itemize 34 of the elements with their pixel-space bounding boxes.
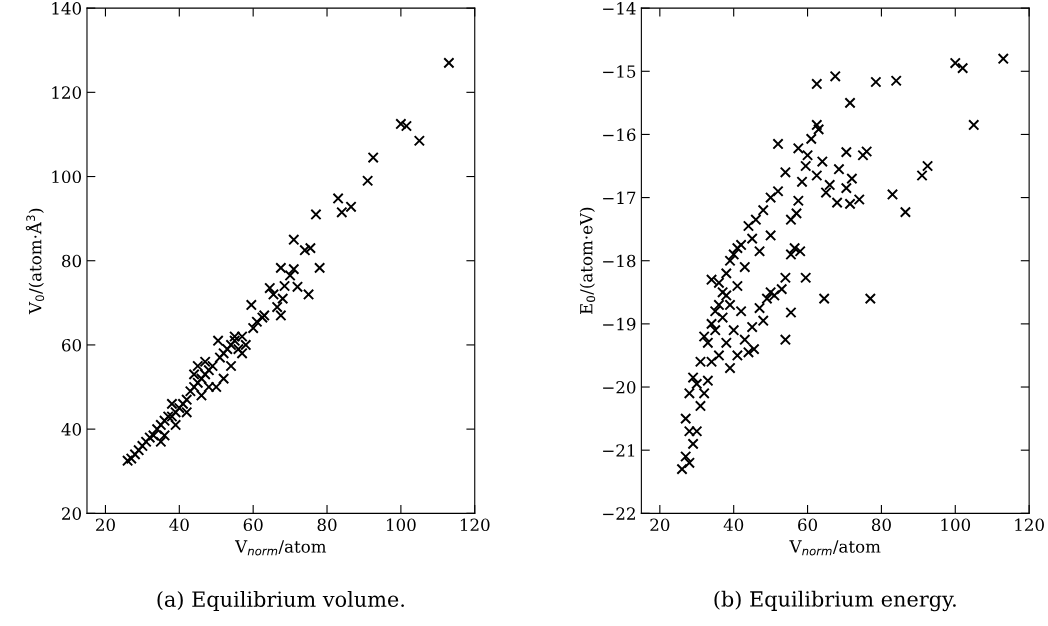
x-tick-label: 40 <box>723 518 744 532</box>
y-tick-label: −21 <box>603 444 635 457</box>
y-tick-label: 120 <box>52 86 82 99</box>
x-tick-label: 60 <box>798 518 818 532</box>
y-tick-label: −14 <box>603 2 636 15</box>
y-tick-label: −20 <box>603 380 636 394</box>
x-tick-label: 80 <box>317 518 337 532</box>
y-tick-label: 100 <box>52 170 82 184</box>
x-tick-label: 40 <box>169 518 189 532</box>
text: (b) Equilibrium energy. <box>714 590 956 612</box>
x-tick-label: 20 <box>95 518 115 532</box>
text: (a) Equilibrium volume. <box>157 590 404 612</box>
x-tick-label: 100 <box>941 518 971 532</box>
y-tick-label: −15 <box>603 65 636 78</box>
y-tick-label: 40 <box>61 423 82 436</box>
x-axis-title: V$_{norm}$/atom <box>789 540 881 556</box>
y-tick-label: −17 <box>603 191 636 204</box>
y-tick-label: −18 <box>603 254 636 268</box>
x-tick-label: 20 <box>650 518 670 532</box>
y-axis-title: E$_{0}$/(atom·eV) <box>579 207 596 315</box>
y-tick-label: −19 <box>603 317 636 331</box>
x-tick-label: 120 <box>460 518 490 532</box>
y-tick-label: −22 <box>603 507 635 520</box>
x-tick-label: 80 <box>871 518 891 532</box>
x-axis-title: V$_{norm}$/atom <box>234 540 327 556</box>
x-tick-label: 120 <box>1015 518 1044 532</box>
y-axis-title: V$_{0}$/(atom·Å$^{3}$) <box>25 208 45 315</box>
x-tick-label: 100 <box>387 518 416 532</box>
x-tick-label: 60 <box>243 518 263 532</box>
y-tick-label: −16 <box>603 128 636 141</box>
y-tick-label: 80 <box>62 254 82 268</box>
y-tick-label: 60 <box>62 338 82 352</box>
y-tick-label: 20 <box>62 507 82 520</box>
y-tick-label: 140 <box>52 2 82 15</box>
